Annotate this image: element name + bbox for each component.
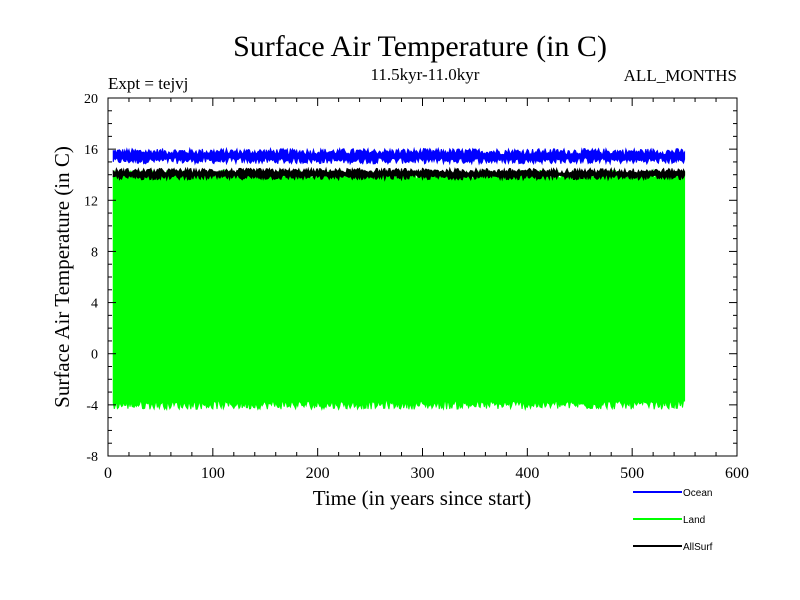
series-layer (112, 146, 686, 411)
legend-label-land: Land (683, 515, 705, 526)
axis-ticks: 0 100 200 300 400 500 600 -8 -4 0 4 8 12 16 20 (84, 92, 749, 482)
x-axis-label: Time (in years since start) (313, 486, 532, 510)
months-label: ALL_MONTHS (624, 66, 737, 85)
y-tick-label: -8 (86, 450, 98, 465)
legend-label-ocean: Ocean (683, 488, 712, 499)
series-land (112, 168, 686, 411)
x-tick-label: 100 (201, 465, 225, 482)
x-tick-label: 0 (104, 465, 112, 482)
y-tick-label: 12 (84, 194, 98, 209)
y-tick-label: 20 (84, 92, 98, 107)
y-tick-label: 8 (91, 245, 98, 260)
x-tick-label: 600 (725, 465, 749, 482)
series-ocean (112, 146, 686, 166)
experiment-label: Expt = tejvj (108, 74, 188, 93)
legend-label-allsurf: AllSurf (683, 542, 713, 553)
series-allsurf (112, 166, 686, 182)
chart-subtitle: 11.5kyr-11.0kyr (371, 65, 480, 84)
chart-title: Surface Air Temperature (in C) (233, 30, 607, 63)
y-tick-label: 4 (91, 297, 98, 312)
y-tick-label: -4 (86, 399, 98, 414)
legend: Ocean Land AllSurf (633, 488, 713, 553)
x-tick-label: 500 (620, 465, 644, 482)
x-tick-label: 300 (411, 465, 435, 482)
y-tick-label: 16 (84, 143, 98, 158)
y-tick-label: 0 (91, 348, 98, 363)
x-tick-label: 200 (306, 465, 330, 482)
y-axis-label: Surface Air Temperature (in C) (50, 146, 74, 408)
x-tick-label: 400 (515, 465, 539, 482)
